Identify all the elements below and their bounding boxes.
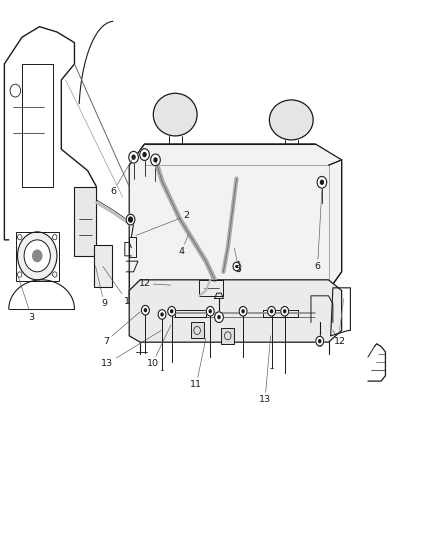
- Circle shape: [32, 249, 42, 262]
- Circle shape: [24, 240, 50, 272]
- Text: 12: 12: [333, 330, 346, 345]
- Circle shape: [158, 310, 166, 319]
- Circle shape: [128, 216, 133, 223]
- Circle shape: [317, 176, 327, 188]
- Circle shape: [233, 262, 240, 271]
- Circle shape: [270, 309, 273, 313]
- Circle shape: [168, 306, 176, 316]
- Ellipse shape: [153, 93, 197, 136]
- Circle shape: [129, 151, 138, 163]
- Circle shape: [316, 336, 324, 346]
- Circle shape: [217, 315, 221, 319]
- Circle shape: [131, 155, 136, 160]
- Circle shape: [153, 157, 158, 163]
- Polygon shape: [94, 245, 112, 287]
- Circle shape: [208, 309, 212, 313]
- Circle shape: [215, 312, 223, 322]
- Circle shape: [170, 309, 173, 313]
- Circle shape: [10, 84, 21, 97]
- Text: 4: 4: [179, 235, 188, 256]
- Circle shape: [126, 214, 135, 225]
- Circle shape: [78, 217, 93, 236]
- Text: 1: 1: [103, 266, 130, 305]
- Text: 11: 11: [190, 338, 206, 389]
- Circle shape: [268, 306, 276, 316]
- Text: 9: 9: [95, 266, 107, 308]
- Circle shape: [206, 306, 214, 316]
- Text: 12: 12: [138, 279, 171, 288]
- Text: 5: 5: [234, 248, 242, 273]
- Circle shape: [140, 149, 149, 160]
- Polygon shape: [129, 144, 342, 304]
- Bar: [221, 328, 234, 344]
- Circle shape: [281, 306, 289, 316]
- Circle shape: [241, 309, 245, 313]
- Text: 7: 7: [103, 312, 140, 345]
- Text: 3: 3: [18, 277, 35, 321]
- Circle shape: [283, 309, 286, 313]
- Text: 13: 13: [101, 330, 161, 368]
- Circle shape: [144, 308, 147, 312]
- Text: 6: 6: [314, 189, 322, 271]
- Text: 6: 6: [110, 157, 134, 196]
- Circle shape: [235, 265, 238, 268]
- Text: 13: 13: [259, 336, 271, 404]
- Circle shape: [318, 339, 321, 343]
- Circle shape: [151, 154, 160, 166]
- Bar: [191, 322, 204, 338]
- Circle shape: [320, 180, 324, 185]
- Ellipse shape: [269, 100, 313, 140]
- Circle shape: [18, 232, 57, 280]
- Circle shape: [142, 152, 147, 157]
- Circle shape: [81, 221, 90, 232]
- Circle shape: [160, 312, 164, 317]
- Polygon shape: [74, 187, 96, 256]
- Circle shape: [239, 306, 247, 316]
- Polygon shape: [129, 280, 342, 342]
- Circle shape: [141, 305, 149, 315]
- Text: 10: 10: [146, 325, 171, 368]
- Text: 2: 2: [136, 212, 189, 236]
